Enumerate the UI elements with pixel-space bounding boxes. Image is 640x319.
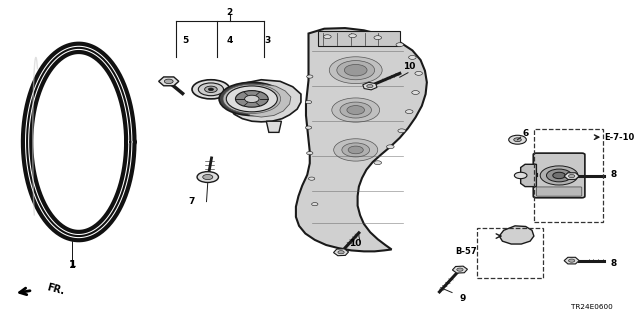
Circle shape [332,98,380,122]
Circle shape [342,143,369,157]
Circle shape [337,61,374,80]
Circle shape [305,100,312,104]
Polygon shape [363,82,377,90]
Circle shape [338,251,344,254]
Polygon shape [564,173,579,179]
Circle shape [223,84,281,114]
Text: 3: 3 [264,36,271,45]
Circle shape [348,146,364,154]
Circle shape [227,86,277,112]
Circle shape [412,91,419,94]
Circle shape [164,79,173,84]
Polygon shape [499,226,534,244]
Circle shape [324,35,331,39]
Circle shape [347,106,365,115]
Circle shape [457,268,463,271]
Circle shape [305,126,312,129]
Text: FR.: FR. [45,282,65,296]
Circle shape [540,166,578,185]
Bar [534,129,603,222]
Circle shape [398,129,406,133]
Circle shape [396,43,404,47]
Circle shape [514,138,522,142]
Circle shape [344,64,367,76]
Text: 1: 1 [69,260,76,269]
Circle shape [406,110,413,114]
Text: 7: 7 [189,197,195,206]
Circle shape [197,172,218,182]
Circle shape [236,91,268,107]
Text: 8: 8 [611,170,617,179]
Circle shape [374,36,381,40]
Text: 4: 4 [227,36,233,45]
Circle shape [308,177,315,180]
Polygon shape [296,28,427,251]
FancyBboxPatch shape [318,31,400,46]
Circle shape [553,172,565,179]
Circle shape [203,174,213,180]
Circle shape [205,86,217,93]
Text: TR24E0600: TR24E0600 [571,304,612,310]
Polygon shape [230,80,301,122]
Polygon shape [266,121,282,132]
Bar [477,228,543,278]
Circle shape [340,102,371,118]
Circle shape [198,83,223,96]
Circle shape [307,152,313,155]
FancyBboxPatch shape [533,153,585,198]
Circle shape [329,57,382,84]
Circle shape [312,203,318,206]
Text: 8: 8 [611,259,617,268]
Circle shape [509,135,526,144]
Text: 9: 9 [460,294,466,303]
Circle shape [547,169,572,182]
Polygon shape [159,77,179,86]
Polygon shape [521,164,536,187]
Circle shape [192,80,230,99]
Text: 10: 10 [349,239,362,248]
Circle shape [367,85,373,88]
Circle shape [307,75,313,78]
Text: 10: 10 [403,62,415,70]
Circle shape [515,172,527,179]
Polygon shape [564,257,579,264]
Circle shape [209,88,213,91]
Text: E-7-10: E-7-10 [604,133,635,142]
Circle shape [374,161,381,165]
Circle shape [244,95,259,102]
Circle shape [415,71,422,75]
Text: 5: 5 [182,36,189,45]
Circle shape [219,82,285,115]
Circle shape [568,259,575,262]
Text: 1: 1 [69,260,76,270]
Polygon shape [452,266,467,273]
Circle shape [408,56,416,59]
Text: B-57: B-57 [455,247,477,256]
Text: 2: 2 [227,8,233,17]
Circle shape [349,34,356,38]
Text: 6: 6 [522,129,529,137]
Circle shape [387,145,394,149]
Circle shape [333,139,378,161]
Polygon shape [333,249,349,256]
Circle shape [568,174,575,178]
Polygon shape [241,84,291,117]
FancyBboxPatch shape [536,187,582,196]
